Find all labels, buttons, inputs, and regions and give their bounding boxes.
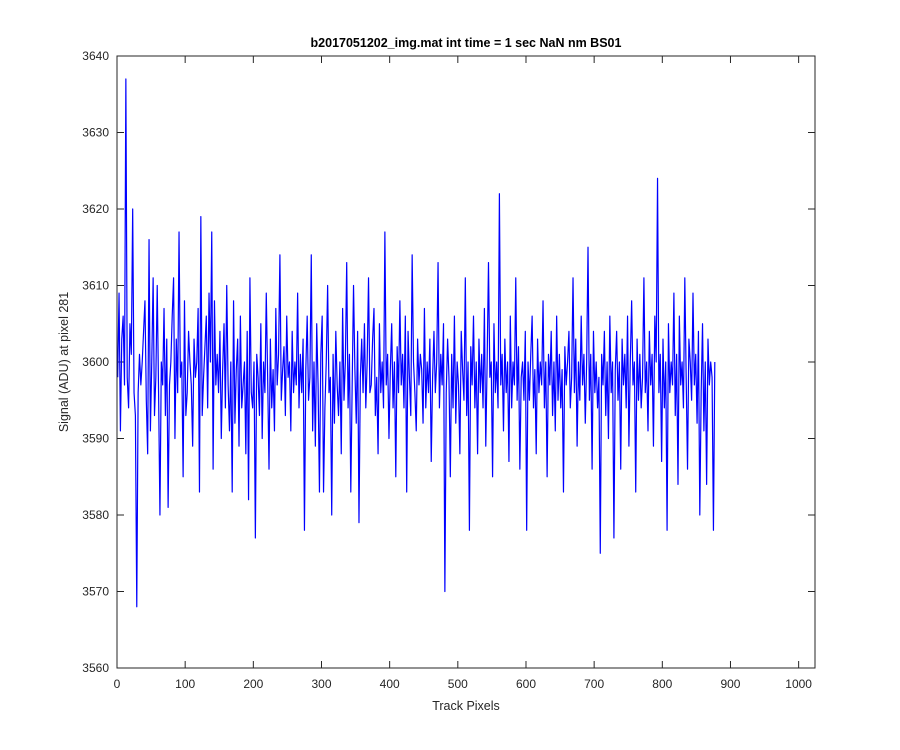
x-tick-label: 400: [380, 677, 400, 691]
x-tick-label: 0: [114, 677, 121, 691]
x-axis-label: Track Pixels: [432, 699, 500, 713]
x-tick-label: 500: [448, 677, 468, 691]
y-tick-label: 3640: [82, 49, 109, 63]
y-tick-label: 3560: [82, 661, 109, 675]
chart-title: b2017051202_img.mat int time = 1 sec NaN…: [311, 36, 622, 50]
x-tick-label: 200: [243, 677, 263, 691]
x-tick-label: 800: [652, 677, 672, 691]
y-tick-label: 3630: [82, 126, 109, 140]
x-tick-label: 600: [516, 677, 536, 691]
y-tick-label: 3610: [82, 279, 109, 293]
x-tick-label: 100: [175, 677, 195, 691]
x-tick-label: 1000: [785, 677, 812, 691]
y-tick-label: 3580: [82, 508, 109, 522]
y-tick-label: 3600: [82, 355, 109, 369]
x-tick-label: 900: [720, 677, 740, 691]
series-line: [117, 78, 716, 608]
y-axis-label: Signal (ADU) at pixel 281: [57, 292, 71, 432]
y-tick-label: 3570: [82, 585, 109, 599]
x-tick-label: 700: [584, 677, 604, 691]
x-axis-ticks: 0 100 200 300 400 500 600 700 800 900 1000: [114, 56, 812, 691]
plot-frame: [116, 55, 816, 669]
x-tick-label: 300: [311, 677, 331, 691]
y-axis-ticks: 3560 3570 3580 3590 3600 3610 3620 3630 3640: [82, 49, 815, 675]
y-tick-label: 3590: [82, 432, 109, 446]
y-tick-label: 3620: [82, 202, 109, 216]
